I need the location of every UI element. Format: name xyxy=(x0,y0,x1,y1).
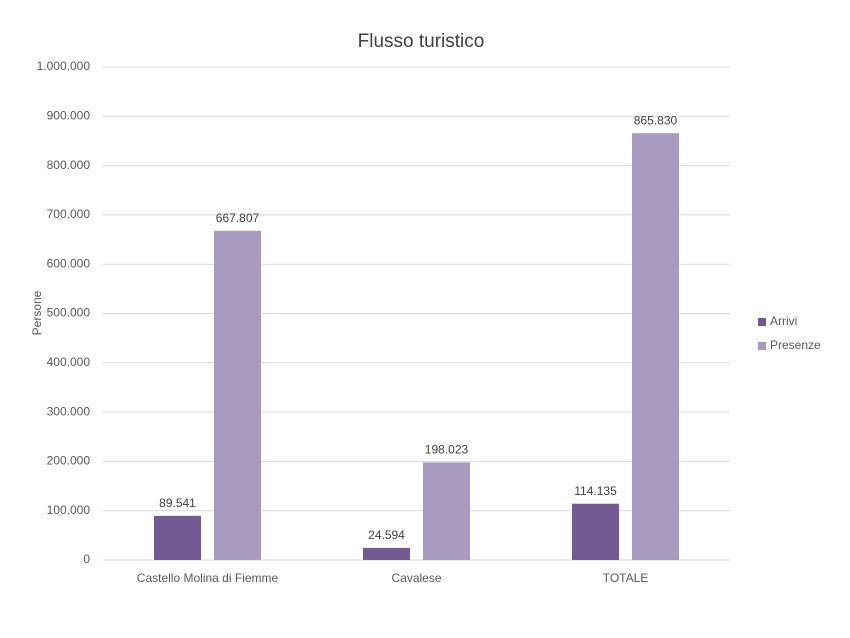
x-tick-label: TOTALE xyxy=(603,571,649,585)
y-tick-label: 300.000 xyxy=(47,404,91,418)
x-tick-label: Cavalese xyxy=(391,571,441,585)
legend-label: Arrivi xyxy=(770,314,797,328)
y-axis-title: Persone xyxy=(30,290,44,335)
data-label: 667.807 xyxy=(216,211,260,225)
y-tick-label: 600.000 xyxy=(47,256,91,270)
legend-swatch xyxy=(758,318,766,326)
bar xyxy=(154,515,201,560)
y-tick-label: 1.000.000 xyxy=(37,59,91,73)
x-tick-label: Castello Molina di Fiemme xyxy=(137,571,279,585)
data-label: 114.135 xyxy=(574,484,617,498)
legend-label: Presenze xyxy=(770,338,821,352)
y-tick-label: 100.000 xyxy=(47,503,91,517)
bar xyxy=(214,230,261,560)
data-label: 24.594 xyxy=(368,528,405,542)
bar xyxy=(632,133,679,560)
y-tick-label: 200.000 xyxy=(47,454,91,468)
bar xyxy=(363,547,410,560)
data-label: 865.830 xyxy=(634,113,678,127)
y-tick-label: 700.000 xyxy=(47,207,91,221)
y-tick-label: 0 xyxy=(83,552,90,566)
y-tick-label: 800.000 xyxy=(47,158,91,172)
y-tick-label: 400.000 xyxy=(47,355,91,369)
data-label: 89.541 xyxy=(159,496,196,510)
y-tick-label: 500.000 xyxy=(47,306,91,320)
chart-title: Flusso turistico xyxy=(358,31,485,52)
y-tick-label: 900.000 xyxy=(47,108,91,122)
bar xyxy=(572,503,619,560)
data-label: 198.023 xyxy=(425,443,469,457)
bar xyxy=(423,462,470,560)
legend-swatch xyxy=(758,342,766,350)
